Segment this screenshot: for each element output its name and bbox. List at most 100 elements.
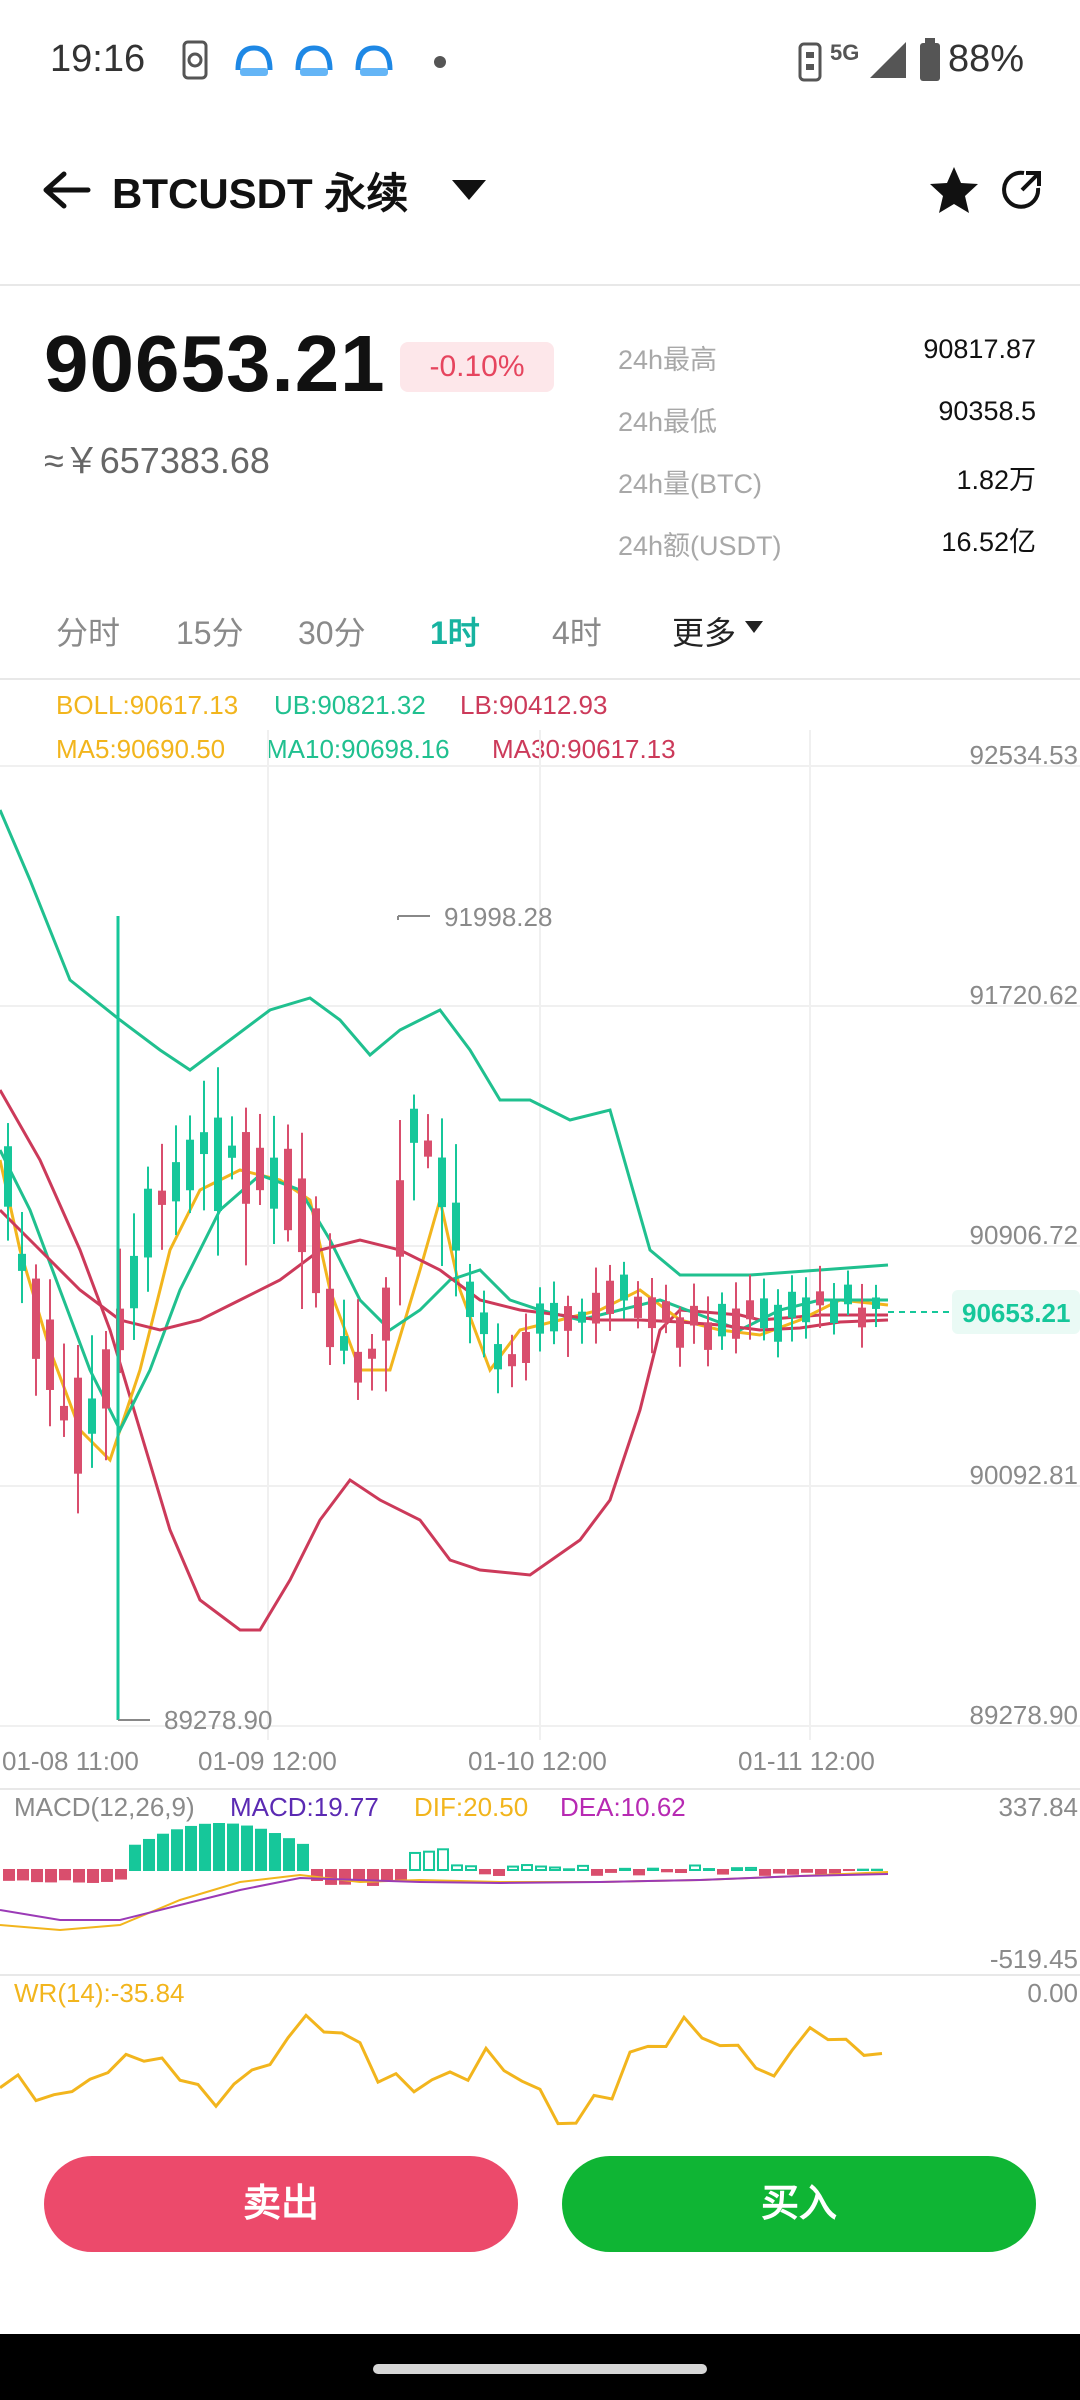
vibrate-icon xyxy=(798,42,822,82)
macd-bar xyxy=(395,1869,407,1882)
x-tick-label: 01-10 12:00 xyxy=(468,1746,607,1776)
sell-button[interactable]: 卖出 xyxy=(44,2156,518,2252)
macd-bar xyxy=(255,1828,267,1871)
tab-1h[interactable]: 1时 xyxy=(430,615,480,651)
candle-body xyxy=(396,1180,404,1257)
candle-body xyxy=(424,1140,432,1157)
candle-body xyxy=(522,1331,530,1363)
candle-body xyxy=(32,1278,40,1359)
more-dropdown-icon[interactable] xyxy=(744,620,764,634)
status-time: 19:16 xyxy=(50,38,146,80)
tabs-divider xyxy=(0,678,1080,680)
favorite-star-icon[interactable] xyxy=(928,164,980,216)
wr-chart[interactable] xyxy=(0,2000,1080,2134)
candle-body xyxy=(648,1297,656,1329)
battery-level: 88% xyxy=(948,38,1025,80)
tab-timeline[interactable]: 分时 xyxy=(56,615,121,651)
cny-price: ≈￥657383.68 xyxy=(44,440,270,481)
macd-bar xyxy=(199,1823,211,1871)
tab-15m[interactable]: 15分 xyxy=(176,615,244,651)
candle-body xyxy=(452,1202,460,1251)
stat-label-volume: 24h量(BTC) xyxy=(618,469,763,499)
macd-bar xyxy=(591,1869,603,1876)
tab-30m[interactable]: 30分 xyxy=(298,615,366,651)
candle-body xyxy=(214,1117,222,1212)
ma30-legend: MA30:90617.13 xyxy=(492,734,676,764)
macd-bar xyxy=(213,1823,225,1871)
macd-bar xyxy=(787,1869,799,1875)
candle-body xyxy=(172,1162,180,1202)
current-price-tag: 90653.21 xyxy=(962,1298,1070,1328)
macd-bar xyxy=(773,1869,785,1874)
macd-bar xyxy=(157,1833,169,1872)
buy-button[interactable]: 买入 xyxy=(562,2156,1036,2252)
candle-body xyxy=(536,1303,544,1334)
candle-body xyxy=(802,1297,810,1323)
macd-bar xyxy=(731,1867,743,1871)
macd-max-label: 337.84 xyxy=(998,1792,1078,1822)
macd-bar xyxy=(241,1825,253,1871)
symbol-dropdown-icon[interactable] xyxy=(450,178,488,204)
symbol-title[interactable]: BTCUSDT 永续 xyxy=(112,170,409,217)
dif-legend: DIF:20.50 xyxy=(414,1792,529,1822)
candle-body xyxy=(74,1377,82,1474)
battery-icon xyxy=(920,38,940,81)
macd-bar xyxy=(759,1869,771,1876)
home-indicator[interactable] xyxy=(373,2364,707,2374)
macd-bar xyxy=(801,1869,813,1873)
candle-body xyxy=(270,1157,278,1209)
candle-body xyxy=(284,1148,292,1231)
macd-bar xyxy=(283,1838,295,1871)
candlestick-chart[interactable]: 91998.28 89278.90 90653.21 xyxy=(0,730,1080,1740)
high-marker-label: 91998.28 xyxy=(444,902,552,932)
macd-bar xyxy=(689,1864,701,1872)
candle-body xyxy=(550,1302,558,1332)
candle-body xyxy=(228,1145,236,1158)
candle-body xyxy=(256,1147,264,1191)
stat-label-low: 24h最低 xyxy=(618,407,718,437)
candle-body xyxy=(844,1284,852,1305)
status-bar: 19:16 5G 88% xyxy=(0,0,1080,120)
share-icon[interactable] xyxy=(1000,168,1044,212)
macd-chart[interactable] xyxy=(0,1820,1080,1970)
macd-bar xyxy=(605,1869,617,1873)
macd-bar xyxy=(549,1866,561,1872)
candle-body xyxy=(144,1188,152,1258)
candle-body xyxy=(298,1178,306,1253)
macd-bar xyxy=(325,1869,337,1885)
macd-bar xyxy=(465,1865,477,1871)
macd-bar xyxy=(619,1867,631,1871)
y-tick-label: 90906.72 xyxy=(969,1220,1078,1250)
candle-body xyxy=(592,1292,600,1324)
macd-bar xyxy=(479,1869,491,1875)
macd-bar xyxy=(577,1864,589,1872)
macd-bar xyxy=(745,1866,757,1872)
macd-bar xyxy=(563,1868,575,1871)
y-tick-label: 89278.90 xyxy=(969,1700,1078,1730)
ma5-legend: MA5:90690.50 xyxy=(56,734,226,764)
app-notification-icon xyxy=(295,45,333,76)
candle-body xyxy=(466,1281,474,1318)
wr-divider xyxy=(0,1974,1080,1976)
dif-line xyxy=(0,1871,889,1932)
macd-bar xyxy=(59,1869,71,1881)
candle-body xyxy=(326,1288,334,1348)
ma10-legend: MA10:90698.16 xyxy=(266,734,450,764)
signal-icon xyxy=(870,42,906,78)
macd-bar xyxy=(115,1869,127,1880)
macd-bar xyxy=(311,1869,323,1882)
network-type: 5G xyxy=(830,40,860,65)
candle-body xyxy=(774,1304,782,1342)
tab-more[interactable]: 更多 xyxy=(672,615,737,651)
macd-bar xyxy=(87,1869,99,1883)
candle-body xyxy=(186,1139,194,1191)
y-tick-label: 91720.62 xyxy=(969,980,1078,1010)
back-arrow-icon[interactable] xyxy=(40,168,92,212)
current-price-tag-bg xyxy=(952,1290,1080,1334)
change-badge: -0.10% xyxy=(400,342,554,392)
macd-bar xyxy=(381,1869,393,1882)
candle-body xyxy=(704,1322,712,1350)
macd-min-label: -519.45 xyxy=(989,1944,1078,1974)
lb-line xyxy=(0,1089,888,1632)
tab-4h[interactable]: 4时 xyxy=(552,615,602,651)
